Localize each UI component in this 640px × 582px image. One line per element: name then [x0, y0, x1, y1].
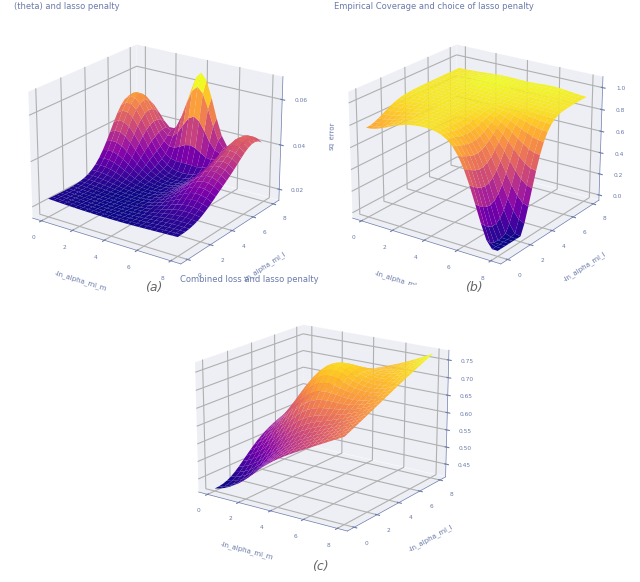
X-axis label: -ln_alpha_ml_m: -ln_alpha_ml_m — [374, 269, 428, 292]
Y-axis label: -ln_alpha_ml_l: -ln_alpha_ml_l — [408, 523, 454, 553]
Text: Empirical Coverage and choice of lasso penalty: Empirical Coverage and choice of lasso p… — [334, 2, 534, 11]
Text: Combined loss and lasso penalty: Combined loss and lasso penalty — [180, 275, 319, 285]
Text: (theta) and lasso penalty: (theta) and lasso penalty — [14, 2, 120, 11]
Y-axis label: -ln_alpha_ml_l: -ln_alpha_ml_l — [241, 250, 287, 283]
Text: (b): (b) — [465, 281, 483, 294]
X-axis label: -ln_alpha_ml_m: -ln_alpha_ml_m — [220, 540, 274, 560]
Text: (a): (a) — [145, 281, 163, 294]
Text: (c): (c) — [312, 560, 328, 573]
X-axis label: -ln_alpha_ml_m: -ln_alpha_ml_m — [54, 269, 108, 292]
Y-axis label: -ln_alpha_ml_l: -ln_alpha_ml_l — [561, 250, 607, 283]
